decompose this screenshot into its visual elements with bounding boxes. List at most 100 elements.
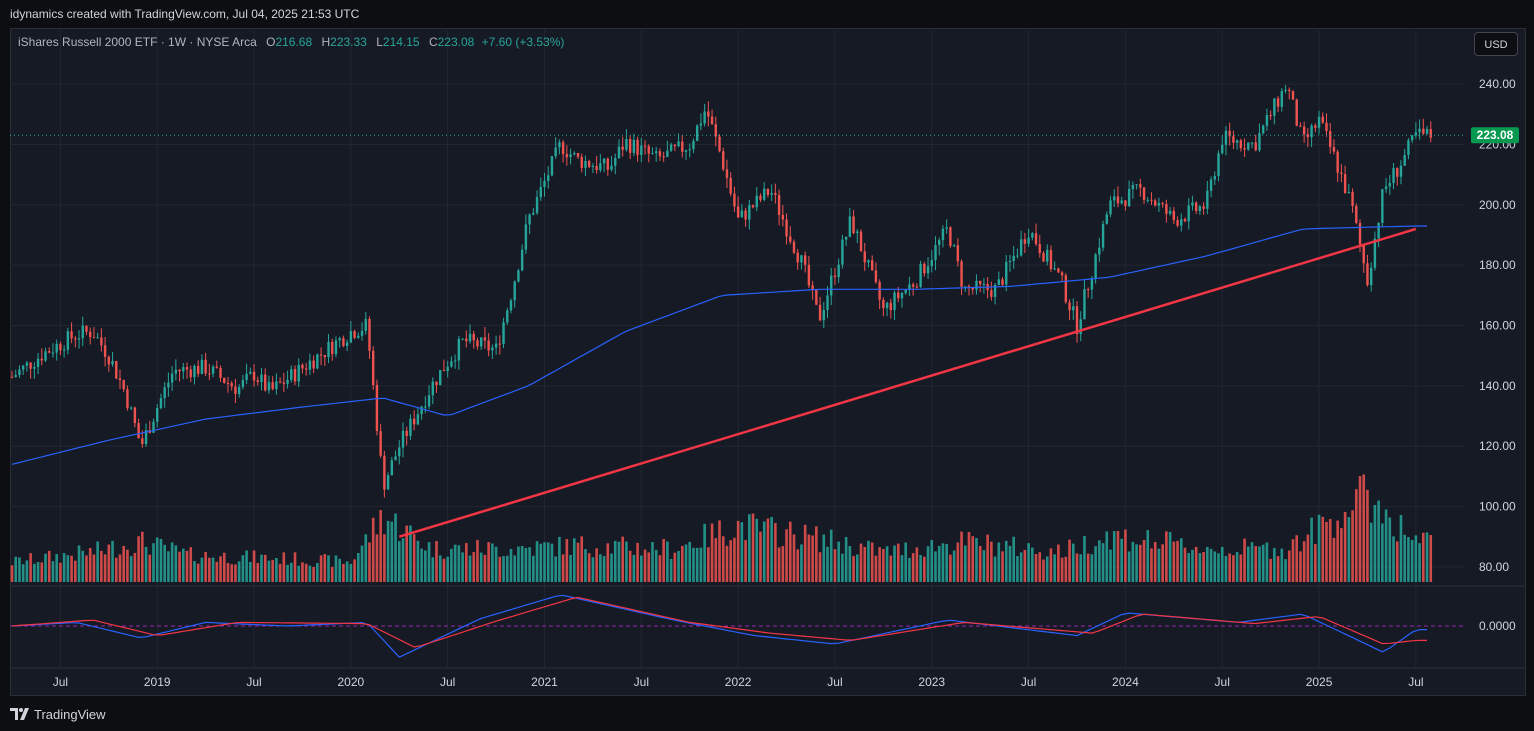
candle-body bbox=[226, 383, 230, 385]
currency-button[interactable]: USD bbox=[1474, 32, 1518, 56]
volume-bar bbox=[100, 550, 103, 582]
candle-body bbox=[796, 252, 799, 263]
candle-body bbox=[457, 338, 461, 361]
volume-bar bbox=[707, 547, 710, 582]
volume-bar bbox=[841, 553, 844, 582]
candle-body bbox=[319, 354, 323, 356]
chart-frame bbox=[10, 28, 1526, 696]
volume-bar bbox=[1124, 529, 1127, 582]
volume-bar bbox=[625, 541, 628, 582]
candle-body bbox=[744, 210, 747, 220]
volume-bar bbox=[141, 531, 144, 582]
candle-body bbox=[398, 447, 401, 457]
candle-body bbox=[1213, 176, 1216, 180]
candle-body bbox=[502, 322, 505, 345]
volume-bar bbox=[327, 555, 330, 582]
candle-body bbox=[10, 376, 14, 378]
y-tick-label: 120.00 bbox=[1479, 439, 1516, 453]
volume-bar bbox=[81, 550, 85, 582]
change-value: +7.60 (+3.53%) bbox=[481, 35, 565, 49]
volume-bar bbox=[1090, 554, 1094, 582]
candle-body bbox=[595, 165, 598, 171]
volume-bar bbox=[1351, 510, 1354, 582]
candle-body bbox=[1202, 206, 1205, 209]
candle-body bbox=[934, 244, 937, 261]
candle-body bbox=[48, 351, 51, 353]
volume-bar bbox=[379, 510, 382, 582]
candle-body bbox=[1232, 136, 1235, 143]
volume-bar bbox=[152, 543, 155, 582]
candle-body bbox=[1098, 247, 1101, 255]
volume-bar bbox=[461, 552, 464, 582]
volume-bar bbox=[617, 541, 621, 582]
candle-body bbox=[1247, 142, 1250, 150]
volume-bar bbox=[1031, 547, 1034, 582]
candle-body bbox=[707, 111, 710, 117]
candle-body bbox=[733, 193, 736, 207]
candle-body bbox=[461, 338, 464, 340]
candle-body bbox=[837, 264, 840, 278]
x-tick-label: Jul bbox=[440, 675, 455, 689]
volume-bar bbox=[1343, 512, 1347, 582]
candle-body bbox=[803, 255, 807, 265]
volume-bar bbox=[33, 563, 36, 582]
volume-bar bbox=[852, 555, 855, 582]
candle-body bbox=[1373, 238, 1377, 268]
candle-body bbox=[856, 231, 859, 234]
candle-body bbox=[223, 377, 226, 384]
volume-bar bbox=[297, 565, 301, 582]
volume-bar bbox=[249, 561, 252, 582]
candle-body bbox=[513, 281, 516, 301]
volume-bar bbox=[208, 557, 211, 582]
volume-bar bbox=[844, 536, 848, 582]
candle-body bbox=[692, 140, 695, 150]
volume-bar bbox=[1064, 556, 1068, 582]
volume-bar bbox=[539, 543, 543, 582]
candle-body bbox=[848, 216, 852, 237]
volume-bar bbox=[1142, 539, 1146, 582]
volume-bar bbox=[1228, 553, 1231, 582]
volume-bar bbox=[1057, 544, 1060, 582]
volume-bar bbox=[282, 552, 286, 582]
volume-bar bbox=[1191, 549, 1194, 582]
candle-body bbox=[100, 337, 103, 346]
candle-body bbox=[1396, 168, 1399, 177]
volume-bar bbox=[863, 546, 867, 582]
volume-bar bbox=[1261, 544, 1265, 582]
volume-bar bbox=[1425, 532, 1429, 582]
low-value: 214.15 bbox=[382, 35, 420, 49]
candle-body bbox=[919, 263, 922, 287]
volume-bar bbox=[956, 542, 960, 582]
candle-body bbox=[1422, 128, 1425, 134]
candle-body bbox=[643, 145, 647, 147]
candle-body bbox=[1407, 140, 1410, 156]
volume-bar bbox=[774, 523, 777, 582]
volume-bar bbox=[353, 559, 356, 582]
candle-body bbox=[580, 156, 583, 168]
volume-bar bbox=[1395, 541, 1399, 582]
candle-body bbox=[256, 380, 259, 383]
overlays bbox=[10, 134, 1465, 538]
signal-line bbox=[11, 596, 1427, 648]
volume-bar bbox=[751, 513, 755, 582]
candle-body bbox=[349, 331, 353, 343]
candle-body bbox=[800, 255, 803, 263]
candle-body bbox=[129, 407, 133, 409]
volume-bar bbox=[1325, 521, 1328, 582]
y-tick-label: 140.00 bbox=[1479, 379, 1516, 393]
volume-bar bbox=[1291, 539, 1295, 582]
footer-brand[interactable]: TradingView bbox=[10, 704, 106, 724]
volume-bar bbox=[1336, 520, 1339, 582]
volume-bar bbox=[736, 520, 740, 582]
candle-body bbox=[1034, 233, 1038, 245]
candle-body bbox=[1168, 210, 1172, 214]
candle-body bbox=[327, 341, 330, 358]
volume-bar bbox=[476, 539, 479, 582]
candle-body bbox=[1258, 133, 1261, 151]
candle-body bbox=[185, 367, 189, 370]
volume-bar bbox=[1362, 474, 1366, 582]
candle-body bbox=[1347, 192, 1351, 194]
volume-bar bbox=[822, 534, 826, 582]
volume-bar bbox=[654, 549, 658, 582]
